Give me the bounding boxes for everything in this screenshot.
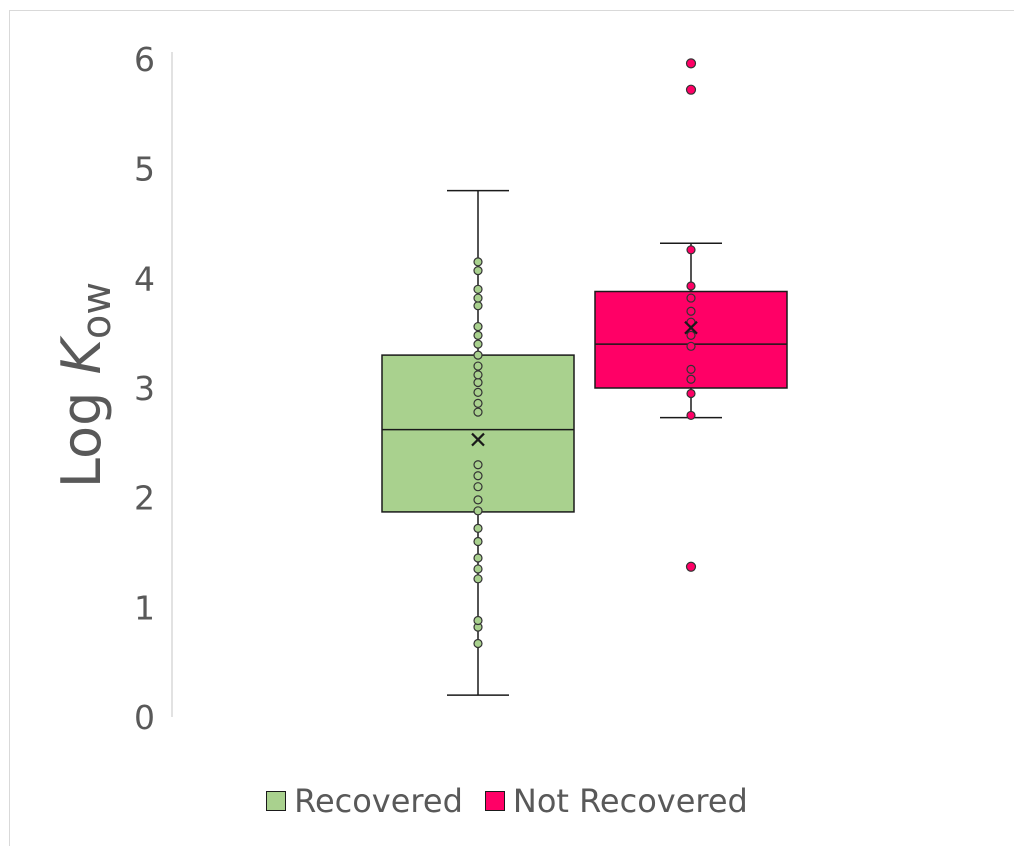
y-axis-title-italic: K [50, 335, 113, 374]
data-point[interactable] [473, 266, 483, 276]
data-point[interactable] [686, 410, 696, 421]
y-tick-label: 2 [134, 479, 155, 518]
y-tick-label: 3 [134, 369, 155, 408]
data-point[interactable] [473, 495, 483, 505]
data-point[interactable] [473, 482, 483, 492]
outlier-point[interactable] [685, 561, 697, 572]
legend-swatch-recovered [266, 791, 287, 811]
data-point[interactable] [473, 536, 483, 547]
data-point[interactable] [473, 506, 483, 516]
data-point[interactable] [473, 377, 483, 388]
legend-label-recovered: Recovered [294, 782, 463, 820]
data-point[interactable] [473, 523, 483, 533]
data-point[interactable] [686, 281, 696, 291]
y-tick-label: 5 [134, 150, 155, 189]
y-tick-label: 6 [134, 40, 155, 79]
data-point[interactable] [473, 564, 483, 574]
data-point[interactable] [473, 638, 483, 649]
mean-marker [684, 320, 698, 335]
data-point[interactable] [473, 471, 483, 481]
chart-frame [9, 10, 1014, 846]
box-series-group [381, 58, 788, 696]
legend-swatch-not-recovered [484, 791, 505, 811]
outlier-point[interactable] [685, 84, 697, 95]
data-point[interactable] [686, 374, 696, 384]
data-point[interactable] [473, 398, 483, 408]
data-point[interactable] [686, 245, 696, 255]
data-point[interactable] [473, 460, 483, 470]
outlier-point[interactable] [685, 58, 697, 69]
data-point[interactable] [473, 330, 483, 340]
data-point[interactable] [473, 284, 483, 294]
y-axis-title: Log Kow [50, 282, 120, 488]
data-point[interactable] [473, 553, 483, 563]
box-not-recovered [594, 58, 788, 572]
data-point[interactable] [473, 615, 483, 626]
data-point[interactable] [473, 387, 483, 397]
mean-marker [471, 432, 485, 447]
data-point[interactable] [473, 574, 483, 584]
data-point[interactable] [473, 257, 483, 267]
legend-label-not-recovered: Not Recovered [512, 782, 748, 820]
data-point[interactable] [686, 388, 696, 399]
y-tick-labels: 0 1 2 3 4 5 6 [134, 40, 155, 737]
data-point[interactable] [686, 306, 696, 316]
data-point[interactable] [473, 321, 483, 332]
data-point[interactable] [686, 330, 696, 340]
data-point[interactable] [686, 364, 696, 374]
data-point[interactable] [473, 301, 483, 311]
data-point[interactable] [473, 339, 483, 349]
y-axis-title-main: Log [50, 374, 113, 488]
data-point[interactable] [686, 341, 696, 351]
legend: Recovered Not Recovered [0, 782, 1014, 820]
legend-item-recovered[interactable]: Recovered [266, 782, 463, 820]
y-axis-title-subscript: ow [74, 282, 120, 339]
data-point[interactable] [473, 370, 483, 380]
data-point[interactable] [473, 293, 483, 303]
legend-item-not-recovered[interactable]: Not Recovered [484, 782, 748, 820]
data-point[interactable] [473, 350, 483, 360]
y-tick-label: 0 [134, 698, 155, 737]
data-point[interactable] [473, 407, 483, 417]
box-recovered [381, 189, 575, 696]
y-tick-label: 4 [134, 259, 155, 298]
data-point[interactable] [473, 361, 483, 371]
data-point[interactable] [686, 293, 696, 303]
y-tick-label: 1 [134, 588, 155, 627]
